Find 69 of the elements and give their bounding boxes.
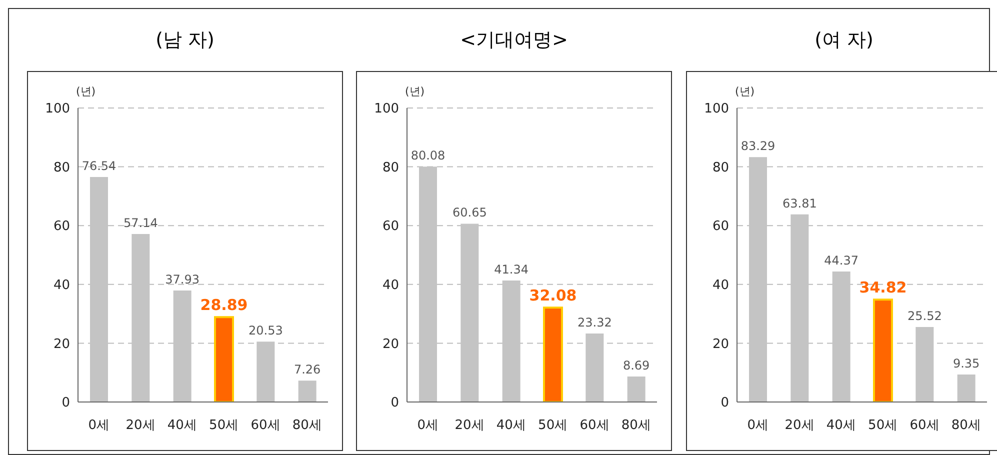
x-tick-label: 20세: [126, 418, 156, 434]
chart-title: (남 자): [154, 28, 216, 53]
bar: [214, 316, 234, 402]
x-tick-label: 80세: [621, 418, 651, 434]
data-label: 20.53: [248, 324, 283, 338]
data-label: 83.29: [740, 139, 776, 154]
chart-title: <기대여명>: [459, 28, 569, 53]
x-tick-label: 60세: [250, 418, 280, 434]
chart-title: (여 자): [814, 28, 874, 53]
y-tick-label: 20: [53, 336, 70, 352]
x-tick-label: 40세: [167, 418, 197, 434]
x-tick-label: 60세: [910, 418, 940, 434]
bar: [627, 376, 646, 402]
bar: [586, 333, 604, 402]
y-tick-label: 40: [53, 278, 70, 294]
data-label: 28.89: [200, 296, 248, 314]
data-label: 41.34: [494, 262, 529, 276]
data-label: 37.93: [165, 272, 200, 286]
data-label: 76.54: [82, 158, 116, 173]
bar: [873, 298, 893, 402]
y-tick-label: 0: [390, 396, 399, 411]
data-label: 8.69: [622, 358, 650, 372]
x-tick-label: 0세: [417, 418, 438, 434]
x-tick-label: 80세: [951, 418, 981, 434]
y-tick-label: 40: [712, 278, 729, 294]
y-tick-label: 0: [62, 396, 70, 411]
y-tick-label: 80: [382, 160, 399, 176]
y-tick-label: 0: [720, 396, 729, 411]
x-tick-label: 20세: [454, 418, 484, 434]
data-label: 34.82: [859, 278, 907, 297]
y-tick-label: 20: [382, 336, 399, 352]
y-tick-label: 100: [374, 102, 399, 117]
bar: [957, 374, 976, 402]
x-tick-label: 0세: [88, 418, 110, 434]
y-tick-label: 20: [712, 336, 729, 352]
data-label: 60.65: [452, 206, 487, 220]
data-label: 7.26: [294, 362, 321, 377]
x-tick-label: 50세: [209, 418, 239, 434]
data-label: 63.81: [782, 196, 817, 210]
x-tick-label: 40세: [496, 418, 526, 434]
y-tick-label: 80: [53, 160, 70, 176]
bar: [256, 342, 275, 402]
bar: [298, 380, 316, 402]
x-tick-label: 50세: [868, 418, 898, 434]
y-tick-label: 40: [382, 278, 399, 294]
y-tick-label: 60: [712, 219, 729, 234]
data-label: 23.32: [577, 315, 612, 330]
data-label: 25.52: [907, 308, 942, 323]
x-tick-label: 50세: [538, 418, 568, 434]
y-tick-label: 100: [45, 102, 70, 117]
x-tick-label: 80세: [292, 418, 322, 434]
data-label: 32.08: [529, 286, 577, 305]
data-label: 9.35: [952, 356, 980, 371]
x-tick-label: 20세: [784, 418, 814, 434]
y-tick-label: 60: [382, 219, 399, 234]
x-tick-label: 60세: [580, 418, 610, 434]
bar: [916, 326, 934, 402]
y-axis-title: (년): [735, 84, 755, 99]
data-label: 80.08: [410, 148, 446, 163]
x-tick-label: 40세: [826, 418, 856, 434]
y-tick-label: 60: [53, 219, 70, 234]
y-tick-label: 80: [712, 160, 729, 176]
data-label: 44.37: [824, 254, 859, 268]
bar: [543, 306, 563, 402]
y-axis-title: (년): [405, 84, 425, 99]
data-label: 57.14: [123, 216, 158, 230]
y-tick-label: 100: [704, 102, 729, 117]
x-tick-label: 0세: [747, 418, 768, 434]
y-axis-title: (년): [76, 84, 96, 99]
